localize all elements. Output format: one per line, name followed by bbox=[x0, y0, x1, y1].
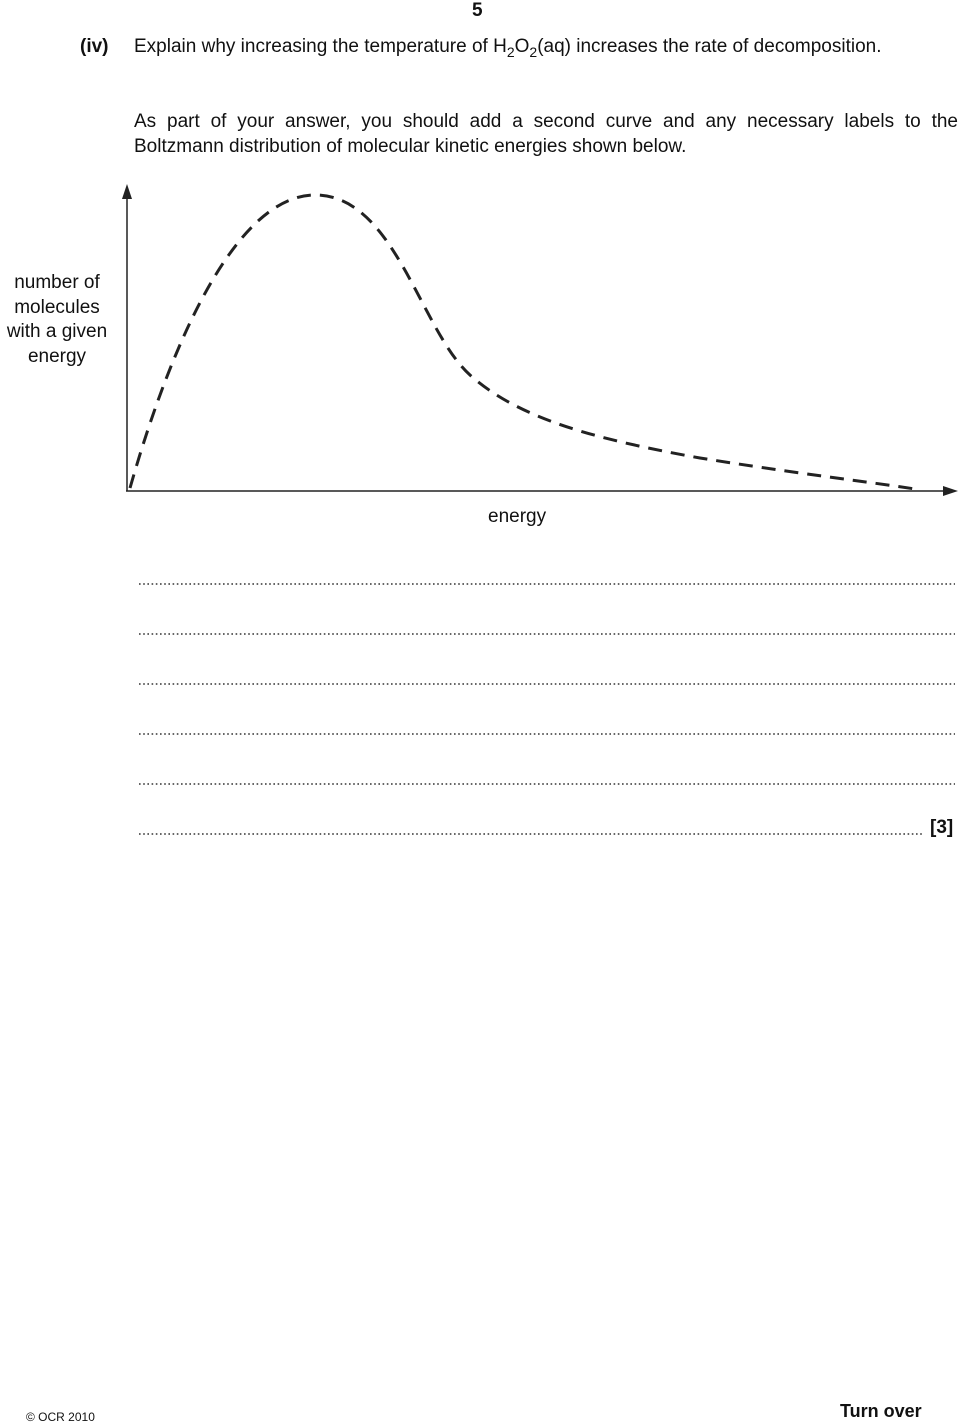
marks: [3] bbox=[930, 817, 954, 838]
y-label-line: energy bbox=[27, 345, 87, 367]
question-text: Explain why increasing the temperature o… bbox=[134, 34, 958, 59]
y-axis-label: number of molecules with a given energy bbox=[0, 271, 114, 369]
question-text-part: O bbox=[514, 36, 530, 57]
boltzmann-curve bbox=[128, 193, 916, 491]
turn-over: Turn over bbox=[840, 1401, 922, 1421]
y-label-line: number of bbox=[14, 272, 100, 293]
y-arrow bbox=[122, 184, 132, 199]
question-text-part: (aq) increases the rate of decomposition… bbox=[537, 36, 882, 57]
x-axis-label: energy bbox=[488, 506, 547, 527]
subscript: 2 bbox=[529, 44, 538, 60]
page-number: 5 bbox=[472, 0, 483, 21]
answer-lines bbox=[139, 583, 955, 835]
x-arrow bbox=[943, 486, 958, 496]
diagram bbox=[122, 184, 958, 496]
question-text-part: Explain why increasing the temperature o… bbox=[134, 36, 507, 57]
subscript: 2 bbox=[506, 44, 515, 60]
y-label-line: molecules bbox=[14, 296, 100, 318]
instruction: As part of your answer, you should add a… bbox=[134, 111, 958, 157]
copyright: © OCR 2010 bbox=[26, 1410, 95, 1424]
y-label-line: with a given bbox=[6, 321, 108, 342]
question-label: (iv) bbox=[80, 36, 109, 57]
